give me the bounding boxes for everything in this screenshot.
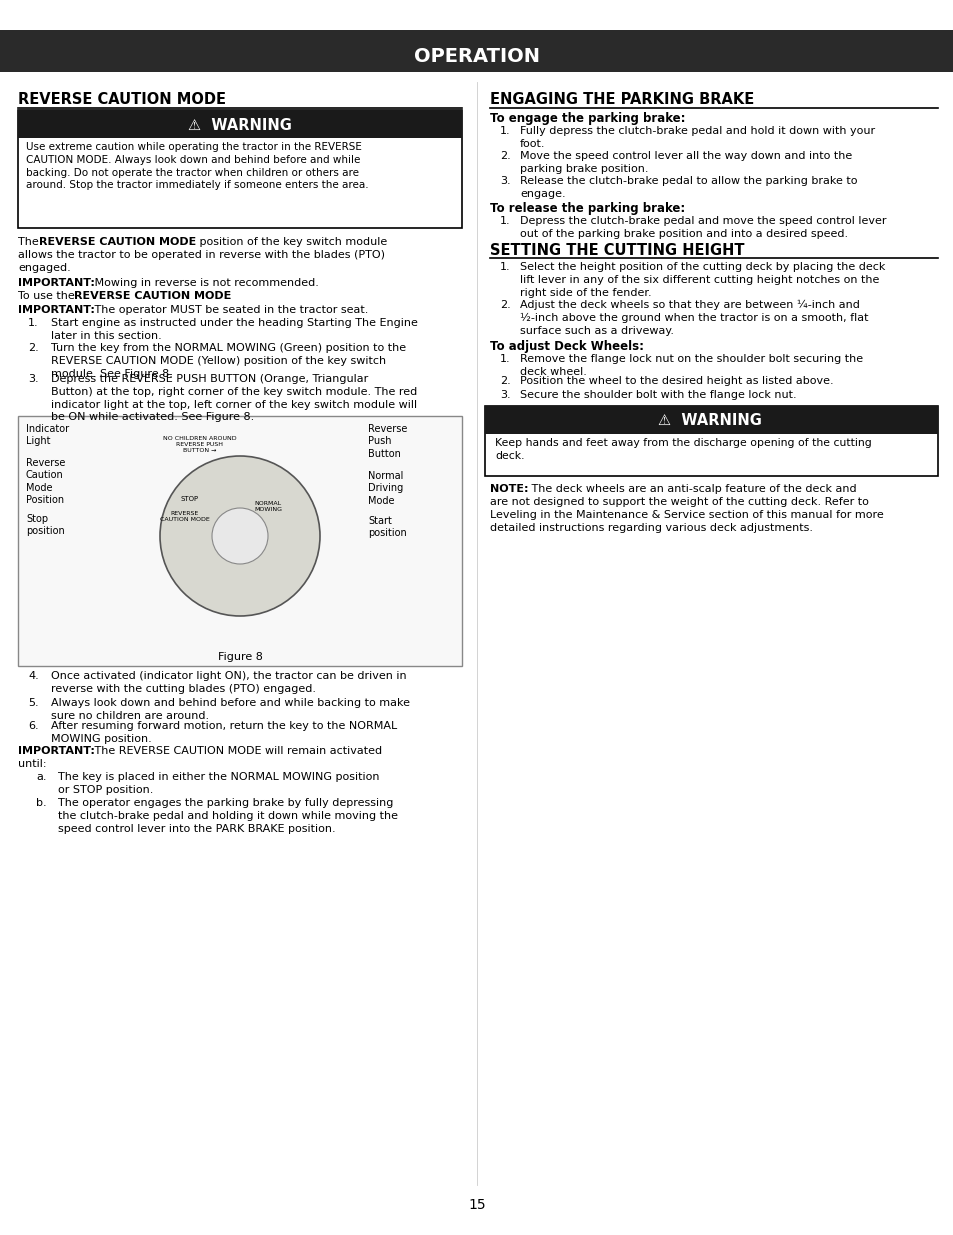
Text: detailed instructions regarding various deck adjustments.: detailed instructions regarding various … bbox=[490, 522, 812, 534]
Text: The operator MUST be seated in the tractor seat.: The operator MUST be seated in the tract… bbox=[91, 305, 368, 315]
Text: Stop
position: Stop position bbox=[26, 514, 65, 536]
Text: Release the clutch-brake pedal to allow the parking brake to
engage.: Release the clutch-brake pedal to allow … bbox=[519, 177, 857, 199]
Text: The key is placed in either the NORMAL MOWING position
or STOP position.: The key is placed in either the NORMAL M… bbox=[58, 772, 379, 795]
Text: Leveling in the Maintenance & Service section of this manual for more: Leveling in the Maintenance & Service se… bbox=[490, 510, 882, 520]
Text: 3.: 3. bbox=[499, 177, 510, 186]
Text: Adjust the deck wheels so that they are between ¼-inch and
½-inch above the grou: Adjust the deck wheels so that they are … bbox=[519, 300, 867, 336]
Text: IMPORTANT:: IMPORTANT: bbox=[18, 305, 94, 315]
Text: 1.: 1. bbox=[499, 216, 510, 226]
Text: Fully depress the clutch-brake pedal and hold it down with your
foot.: Fully depress the clutch-brake pedal and… bbox=[519, 126, 874, 148]
Text: 1.: 1. bbox=[499, 354, 510, 364]
Text: NO CHILDREN AROUND
REVERSE PUSH
BUTTON →: NO CHILDREN AROUND REVERSE PUSH BUTTON → bbox=[163, 436, 236, 452]
Text: Figure 8: Figure 8 bbox=[217, 652, 262, 662]
Text: SETTING THE CUTTING HEIGHT: SETTING THE CUTTING HEIGHT bbox=[490, 243, 743, 258]
Text: REVERSE
CAUTION MODE: REVERSE CAUTION MODE bbox=[160, 511, 210, 522]
Text: 2.: 2. bbox=[28, 343, 39, 353]
Text: Keep hands and feet away from the discharge opening of the cutting
deck.: Keep hands and feet away from the discha… bbox=[495, 438, 871, 461]
Text: 1.: 1. bbox=[499, 126, 510, 136]
Text: Start
position: Start position bbox=[368, 516, 406, 538]
Text: IMPORTANT:: IMPORTANT: bbox=[18, 746, 94, 756]
Bar bbox=[484, 406, 937, 433]
Text: Mowing in reverse is not recommended.: Mowing in reverse is not recommended. bbox=[91, 278, 318, 288]
Text: 2.: 2. bbox=[499, 300, 510, 310]
Text: The operator engages the parking brake by fully depressing
the clutch-brake peda: The operator engages the parking brake b… bbox=[58, 798, 397, 834]
Bar bbox=[18, 110, 461, 228]
Text: The REVERSE CAUTION MODE will remain activated: The REVERSE CAUTION MODE will remain act… bbox=[91, 746, 382, 756]
Text: Indicator
Light: Indicator Light bbox=[26, 424, 69, 446]
Text: Depress the REVERSE PUSH BUTTON (Orange, Triangular
Button) at the top, right co: Depress the REVERSE PUSH BUTTON (Orange,… bbox=[51, 374, 416, 422]
Text: NOTE:: NOTE: bbox=[490, 484, 528, 494]
Text: 2.: 2. bbox=[499, 151, 510, 161]
Text: The deck wheels are an anti-scalp feature of the deck and: The deck wheels are an anti-scalp featur… bbox=[527, 484, 856, 494]
Ellipse shape bbox=[212, 508, 268, 564]
Text: To release the parking brake:: To release the parking brake: bbox=[490, 203, 684, 215]
Text: The: The bbox=[18, 237, 42, 247]
Text: 1.: 1. bbox=[28, 317, 38, 329]
Text: OPERATION: OPERATION bbox=[414, 47, 539, 67]
Text: 6.: 6. bbox=[28, 721, 38, 731]
Text: To use the: To use the bbox=[18, 291, 78, 301]
Text: STOP: STOP bbox=[181, 496, 199, 501]
Text: To adjust Deck Wheels:: To adjust Deck Wheels: bbox=[490, 340, 643, 353]
Text: Reverse
Push
Button: Reverse Push Button bbox=[368, 424, 407, 458]
Text: ⚠  WARNING: ⚠ WARNING bbox=[658, 412, 761, 427]
Bar bbox=[484, 406, 937, 475]
Text: Reverse
Caution
Mode
Position: Reverse Caution Mode Position bbox=[26, 458, 66, 505]
Bar bbox=[18, 110, 461, 138]
Text: 5.: 5. bbox=[28, 698, 38, 708]
Text: Depress the clutch-brake pedal and move the speed control lever
out of the parki: Depress the clutch-brake pedal and move … bbox=[519, 216, 885, 238]
Text: NORMAL
MOWING: NORMAL MOWING bbox=[253, 501, 282, 511]
Text: REVERSE CAUTION MODE: REVERSE CAUTION MODE bbox=[74, 291, 231, 301]
Text: Position the wheel to the desired height as listed above.: Position the wheel to the desired height… bbox=[519, 375, 833, 387]
Text: Start engine as instructed under the heading Starting The Engine
later in this s: Start engine as instructed under the hea… bbox=[51, 317, 417, 341]
Text: are not designed to support the weight of the cutting deck. Refer to: are not designed to support the weight o… bbox=[490, 496, 868, 508]
Text: To engage the parking brake:: To engage the parking brake: bbox=[490, 112, 685, 125]
Text: 4.: 4. bbox=[28, 671, 39, 680]
Text: 15: 15 bbox=[468, 1198, 485, 1212]
Text: Select the height position of the cutting deck by placing the deck
lift lever in: Select the height position of the cuttin… bbox=[519, 262, 884, 298]
Text: :: : bbox=[228, 291, 232, 301]
Text: Remove the flange lock nut on the shoulder bolt securing the
deck wheel.: Remove the flange lock nut on the should… bbox=[519, 354, 862, 377]
Text: Secure the shoulder bolt with the flange lock nut.: Secure the shoulder bolt with the flange… bbox=[519, 390, 796, 400]
Text: 2.: 2. bbox=[499, 375, 510, 387]
Text: 3.: 3. bbox=[28, 374, 38, 384]
Bar bbox=[0, 30, 953, 72]
Text: ⚠  WARNING: ⚠ WARNING bbox=[188, 117, 292, 132]
Text: b.: b. bbox=[36, 798, 47, 808]
Bar bbox=[18, 416, 461, 666]
Text: ENGAGING THE PARKING BRAKE: ENGAGING THE PARKING BRAKE bbox=[490, 91, 754, 107]
Text: Use extreme caution while operating the tractor in the REVERSE
CAUTION MODE. Alw: Use extreme caution while operating the … bbox=[26, 142, 368, 190]
Text: 1.: 1. bbox=[499, 262, 510, 272]
Text: REVERSE CAUTION MODE: REVERSE CAUTION MODE bbox=[18, 91, 226, 107]
Text: Once activated (indicator light ON), the tractor can be driven in
reverse with t: Once activated (indicator light ON), the… bbox=[51, 671, 406, 694]
Text: Always look down and behind before and while backing to make
sure no children ar: Always look down and behind before and w… bbox=[51, 698, 410, 721]
Text: Normal
Driving
Mode: Normal Driving Mode bbox=[368, 471, 403, 506]
Text: After resuming forward motion, return the key to the NORMAL
MOWING position.: After resuming forward motion, return th… bbox=[51, 721, 396, 743]
Text: allows the tractor to be operated in reverse with the blades (PTO): allows the tractor to be operated in rev… bbox=[18, 249, 385, 261]
Text: until:: until: bbox=[18, 760, 47, 769]
Text: a.: a. bbox=[36, 772, 47, 782]
Text: IMPORTANT:: IMPORTANT: bbox=[18, 278, 94, 288]
Text: 3.: 3. bbox=[499, 390, 510, 400]
Text: Move the speed control lever all the way down and into the
parking brake positio: Move the speed control lever all the way… bbox=[519, 151, 851, 174]
Text: engaged.: engaged. bbox=[18, 263, 71, 273]
Text: position of the key switch module: position of the key switch module bbox=[195, 237, 387, 247]
Text: Turn the key from the NORMAL MOWING (Green) position to the
REVERSE CAUTION MODE: Turn the key from the NORMAL MOWING (Gre… bbox=[51, 343, 406, 379]
Ellipse shape bbox=[160, 456, 319, 616]
Text: REVERSE CAUTION MODE: REVERSE CAUTION MODE bbox=[39, 237, 196, 247]
